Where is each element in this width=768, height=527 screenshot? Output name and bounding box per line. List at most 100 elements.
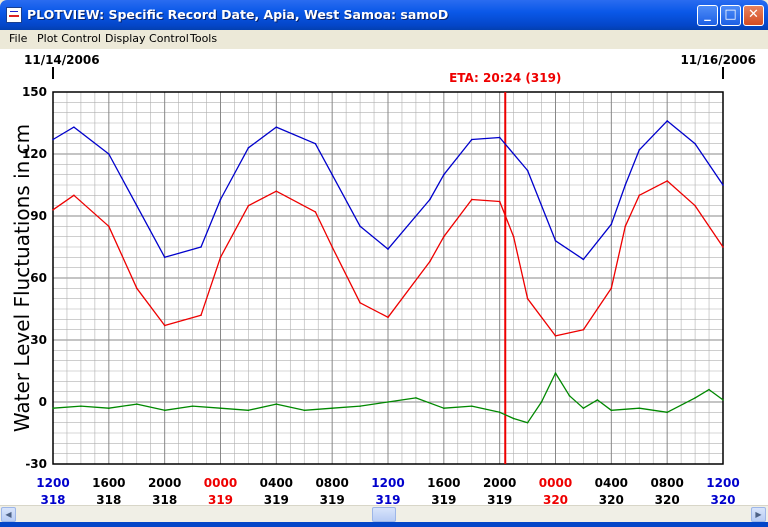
- residual-point: [526, 421, 529, 424]
- x-tick-time: 1200: [706, 476, 739, 490]
- x-tick-time: 1200: [36, 476, 69, 490]
- x-tick-labels: 1200 318 1600 318 2000 318 0000 319 0400 319 0800 3…: [36, 476, 739, 507]
- y-tick-label: 30: [30, 333, 47, 347]
- residual-point: [359, 405, 361, 407]
- title-bar[interactable]: PLOTVIEW: Specific Record Date, Apia, We…: [0, 0, 768, 30]
- menu-plot-control[interactable]: Plot Control: [37, 32, 101, 45]
- residual-point: [596, 399, 599, 401]
- horizontal-scrollbar[interactable]: ◀ ▶: [0, 505, 768, 523]
- predicted-point: [429, 198, 431, 201]
- x-tick-time: 0800: [315, 476, 348, 490]
- residual-point: [498, 411, 501, 414]
- predicted-point: [554, 240, 557, 242]
- predicted-point: [108, 153, 110, 155]
- predicted-point: [219, 198, 222, 201]
- y-axis-label: Water Level Fluctuations in cm: [10, 124, 34, 432]
- residual-point: [666, 411, 668, 414]
- observed-point: [314, 211, 317, 213]
- close-button[interactable]: ✕: [743, 5, 764, 26]
- observed-point: [470, 198, 473, 201]
- x-tick-time: 2000: [148, 476, 181, 490]
- window-bottom-edge: [0, 522, 768, 527]
- predicted-point: [135, 204, 138, 207]
- residual-point: [108, 407, 110, 410]
- predicted-point: [582, 258, 585, 261]
- x-tick-time: 1200: [371, 476, 404, 490]
- y-tick-label: 150: [22, 85, 47, 99]
- residual-point: [722, 399, 724, 401]
- menu-tools[interactable]: Tools: [190, 32, 218, 45]
- observed-point: [638, 194, 641, 197]
- x-tick-day: 319: [320, 493, 345, 505]
- y-tick-labels: 150 120 90 60 30 0 -30: [22, 85, 47, 471]
- residual-point: [80, 405, 82, 407]
- x-tick-time: 0800: [650, 476, 683, 490]
- residual-point: [247, 409, 250, 412]
- observed-point: [554, 335, 557, 337]
- residual-point: [303, 409, 306, 412]
- residual-point: [568, 395, 571, 397]
- menu-display-control[interactable]: Display Control: [105, 32, 189, 45]
- residual-point: [52, 407, 54, 410]
- predicted-point: [314, 142, 317, 145]
- observed-point: [163, 324, 166, 327]
- observed-point: [512, 235, 515, 238]
- maximize-button[interactable]: □: [720, 5, 741, 26]
- x-tick-day: 319: [431, 493, 456, 505]
- observed-point: [722, 246, 724, 248]
- scroll-right-button[interactable]: ▶: [751, 507, 766, 522]
- menu-file[interactable]: File: [9, 32, 28, 45]
- x-tick-day: 318: [40, 493, 65, 505]
- predicted-point: [666, 120, 668, 122]
- x-tick-time: 0400: [260, 476, 293, 490]
- residual-series-line: [52, 372, 724, 424]
- app-icon: [6, 7, 22, 23]
- x-tick-time: 0000: [539, 476, 572, 490]
- x-tick-day: 319: [264, 493, 289, 505]
- residual-point: [694, 397, 696, 399]
- x-tick-day: 319: [208, 493, 233, 505]
- residual-point: [554, 372, 557, 374]
- x-tick-day: 320: [710, 493, 735, 505]
- date-right-label: 11/16/2006: [680, 53, 756, 67]
- residual-point: [638, 407, 641, 410]
- series-layer: [52, 120, 724, 424]
- scroll-left-button[interactable]: ◀: [1, 507, 16, 522]
- predicted-point: [526, 169, 529, 172]
- x-tick-day: 320: [599, 493, 624, 505]
- observed-point: [219, 256, 222, 259]
- observed-point: [52, 209, 54, 211]
- predicted-series-line: [52, 120, 724, 261]
- x-tick-time: 0000: [204, 476, 237, 490]
- predicted-point: [359, 225, 361, 228]
- observed-point: [247, 204, 250, 207]
- predicted-point: [610, 223, 613, 226]
- observed-point: [443, 235, 445, 238]
- observed-point: [108, 225, 110, 228]
- menu-bar: File Plot Control Display Control Tools: [0, 30, 768, 50]
- observed-point: [331, 246, 333, 248]
- residual-point: [219, 407, 222, 410]
- predicted-point: [638, 149, 641, 151]
- residual-point: [135, 403, 138, 405]
- predicted-point: [247, 147, 250, 149]
- predicted-point: [470, 138, 473, 141]
- minimize-button[interactable]: _: [697, 5, 718, 26]
- x-tick-time: 0400: [595, 476, 628, 490]
- predicted-point: [722, 184, 724, 186]
- y-tick-label: 90: [30, 209, 47, 223]
- observed-point: [200, 314, 202, 317]
- residual-point: [163, 409, 166, 412]
- observed-point: [498, 200, 501, 203]
- plot-frame: [52, 91, 724, 465]
- x-tick-time: 1600: [92, 476, 125, 490]
- residual-point: [470, 405, 473, 407]
- observed-point: [624, 225, 627, 228]
- y-tick-label: 60: [30, 271, 47, 285]
- residual-point: [387, 401, 389, 403]
- x-tick-day: 319: [487, 493, 512, 505]
- scroll-thumb[interactable]: [372, 507, 396, 522]
- residual-point: [275, 403, 278, 405]
- predicted-point: [275, 126, 278, 128]
- predicted-point: [694, 142, 696, 145]
